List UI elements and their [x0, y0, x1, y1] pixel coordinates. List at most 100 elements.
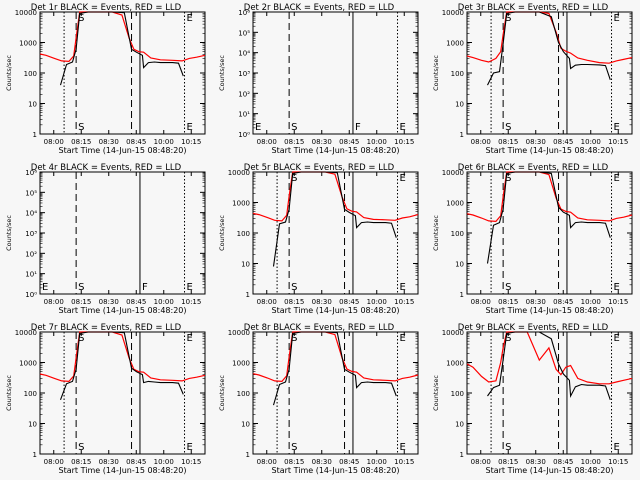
- x-tick-label: 10:00: [581, 458, 601, 466]
- x-tick-label: 08:00: [471, 138, 491, 146]
- y-tick-label: 10000: [442, 169, 464, 177]
- y-tick-label: 100: [237, 230, 250, 238]
- y-axis-label: Counts/sec: [218, 375, 226, 411]
- marker-E: E: [400, 442, 406, 453]
- y-tick-label: 10: [455, 421, 464, 429]
- y-tick-label: 1000: [446, 200, 464, 208]
- panel-det2r: Det 2r BLACK = Events, RED = LLD Counts/s…: [218, 3, 419, 155]
- y-tick-label: 10⁵: [25, 189, 37, 197]
- marker-E: E: [614, 442, 620, 453]
- events-series-line: [486, 171, 611, 264]
- marker-E: E: [614, 122, 620, 133]
- y-tick-label: 100: [24, 390, 37, 398]
- y-tick-label: 10⁶: [25, 169, 37, 177]
- marker-top-S: S: [291, 333, 297, 344]
- x-tick-label: 08:15: [498, 458, 518, 466]
- lld-series-line: [252, 331, 419, 383]
- x-tick-label: 10:00: [154, 298, 174, 306]
- y-tick-label: 10¹: [25, 271, 37, 279]
- x-tick-label: 10:00: [154, 458, 174, 466]
- marker-S: S: [505, 442, 511, 453]
- marker-top-E: E: [400, 333, 406, 344]
- y-tick-label: 10⁴: [25, 210, 37, 218]
- x-tick-label: 08:45: [126, 458, 146, 466]
- y-tick-label: 10⁰: [25, 291, 37, 299]
- x-axis-label: Start Time (14-Jun-15 08:48:20): [486, 146, 614, 155]
- y-tick-label: 1000: [446, 360, 464, 368]
- marker-S: S: [505, 282, 511, 293]
- y-tick-label: 1: [33, 451, 37, 459]
- x-tick-label: 08:15: [71, 298, 91, 306]
- y-tick-label: 1: [460, 291, 464, 299]
- y-tick-label: 10: [28, 101, 37, 109]
- panel-title: Det 4r BLACK = Events, RED = LLD: [31, 163, 182, 173]
- y-tick-label: 10: [241, 261, 250, 269]
- x-tick-label: 08:30: [99, 458, 119, 466]
- x-tick-label: 10:00: [154, 138, 174, 146]
- events-series-line: [272, 171, 397, 267]
- marker-top-E: E: [187, 13, 193, 24]
- x-tick-label: 08:15: [284, 458, 304, 466]
- y-tick-label: 10⁴: [238, 50, 250, 58]
- x-tick-label: 08:45: [553, 298, 573, 306]
- x-tick-label: 08:00: [257, 458, 277, 466]
- y-tick-label: 10: [455, 101, 464, 109]
- y-tick-label: 1000: [232, 200, 250, 208]
- panel-title: Det 1r BLACK = Events, RED = LLD: [31, 3, 182, 13]
- events-series-line: [487, 331, 611, 400]
- lld-series-line: [466, 331, 633, 385]
- y-tick-label: 1: [246, 451, 250, 459]
- y-tick-label: 1000: [19, 40, 37, 48]
- panel-det5r: Det 5r BLACK = Events, RED = LLD Counts/s…: [218, 163, 419, 315]
- x-tick-label: 08:30: [312, 458, 332, 466]
- marker-S: S: [78, 442, 84, 453]
- panel-det6r: Det 6r BLACK = Events, RED = LLD Counts/s…: [432, 163, 633, 315]
- x-axis-label: Start Time (14-Jun-15 08:48:20): [272, 306, 400, 315]
- marker-top-S: S: [78, 333, 84, 344]
- marker-E: E: [187, 122, 193, 133]
- panel-title: Det 7r BLACK = Events, RED = LLD: [31, 323, 182, 333]
- y-tick-label: 1000: [446, 40, 464, 48]
- y-axis-label: Counts/sec: [5, 215, 13, 251]
- y-tick-label: 10: [28, 421, 37, 429]
- y-tick-label: 10: [455, 261, 464, 269]
- x-axis-label: Start Time (14-Jun-15 08:48:20): [272, 466, 400, 475]
- y-tick-label: 100: [237, 390, 250, 398]
- y-tick-label: 100: [451, 230, 464, 238]
- marker-F: F: [142, 282, 148, 293]
- x-tick-label: 08:30: [99, 138, 119, 146]
- lld-series-line: [39, 331, 206, 383]
- x-tick-label: 08:15: [284, 138, 304, 146]
- marker-top-E: E: [614, 173, 620, 184]
- x-tick-label: 08:00: [471, 458, 491, 466]
- x-tick-label: 08:00: [44, 458, 64, 466]
- y-tick-label: 10²: [238, 90, 250, 98]
- panel-title: Det 2r BLACK = Events, RED = LLD: [244, 3, 395, 13]
- x-tick-label: 10:15: [608, 298, 628, 306]
- x-tick-label: 10:15: [181, 298, 201, 306]
- y-tick-label: 1000: [19, 360, 37, 368]
- x-tick-label: 10:15: [608, 458, 628, 466]
- marker-S: S: [505, 122, 511, 133]
- panel-det9r: Det 9r BLACK = Events, RED = LLD Counts/s…: [432, 323, 633, 475]
- marker-F: F: [355, 122, 361, 133]
- panel-title: Det 5r BLACK = Events, RED = LLD: [244, 163, 395, 173]
- x-tick-label: 08:00: [44, 298, 64, 306]
- x-tick-label: 10:15: [181, 458, 201, 466]
- x-tick-label: 10:15: [394, 298, 414, 306]
- marker-top-E: E: [400, 173, 406, 184]
- marker-top-S: S: [291, 173, 297, 184]
- y-axis-label: Counts/sec: [218, 55, 226, 91]
- x-tick-label: 10:15: [394, 458, 414, 466]
- panel-det7r: Det 7r BLACK = Events, RED = LLD Counts/s…: [5, 323, 206, 475]
- marker-top-S: S: [505, 333, 511, 344]
- x-axis-label: Start Time (14-Jun-15 08:48:20): [486, 466, 614, 475]
- panel-det4r: Det 4r BLACK = Events, RED = LLD Counts/s…: [5, 163, 206, 315]
- y-tick-label: 10³: [238, 70, 250, 78]
- x-tick-label: 08:45: [126, 138, 146, 146]
- events-series-line: [59, 331, 184, 400]
- marker-E: E: [255, 122, 261, 133]
- y-tick-label: 10⁵: [238, 29, 250, 37]
